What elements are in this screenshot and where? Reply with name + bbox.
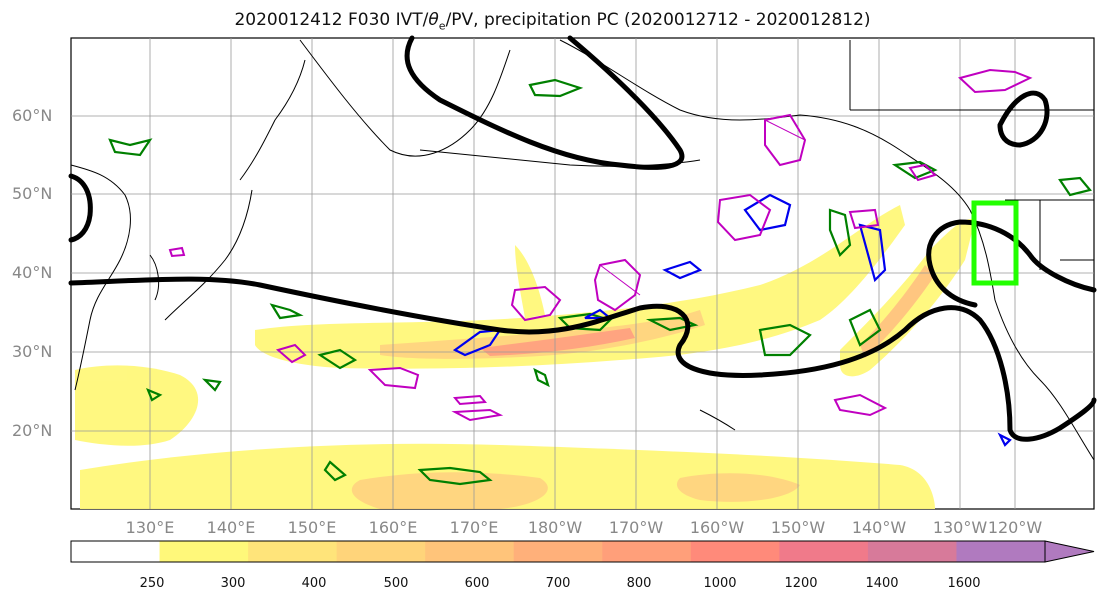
colorbar-swatch <box>779 541 869 562</box>
coast-na-west <box>899 149 1095 461</box>
ivt-plume <box>515 245 545 318</box>
lon-label-140w: 140°W <box>851 518 907 537</box>
ivt-south-west <box>75 365 199 446</box>
coast-hawaii <box>699 409 736 431</box>
ivt-south-core <box>351 472 548 509</box>
jet-eastern-loop <box>926 219 1097 308</box>
precip-contours <box>168 68 1033 422</box>
colorbar-label-250: 250 <box>139 576 165 591</box>
lon-label-120w: 120°W <box>987 518 1043 537</box>
ivt-south-core2 <box>676 473 800 502</box>
coast-canada-interior <box>849 40 1094 270</box>
coast-korea <box>149 254 160 301</box>
colorbar-swatch <box>159 541 249 562</box>
colorbar <box>70 540 1095 563</box>
ivt-band-north <box>255 205 905 369</box>
lon-label-170w: 170°W <box>608 518 664 537</box>
lon-label-130e: 130°E <box>125 518 175 537</box>
colorbar-label-400: 400 <box>301 576 327 591</box>
coast-alaska <box>559 39 901 151</box>
map-title: 2020012412 F030 IVT/θe/PV, precipitation… <box>234 10 871 33</box>
lon-label-130w: 130°W <box>932 518 988 537</box>
jet-asia-cutoff <box>68 173 93 243</box>
ivt-band-north-center <box>480 328 635 356</box>
coast-kamchatka <box>239 59 306 181</box>
lon-label-170e: 170°E <box>449 518 499 537</box>
lon-label-160w: 160°W <box>689 518 745 537</box>
colorbar-label-800: 800 <box>626 576 652 591</box>
jet-ne <box>997 90 1050 148</box>
lat-label-60n: 60°N <box>12 106 53 125</box>
coast-asia <box>70 164 131 391</box>
lon-label-180w: 180°W <box>527 518 583 537</box>
colorbar-label-1400: 1400 <box>865 576 899 591</box>
colorbar-label-700: 700 <box>545 576 571 591</box>
colorbar-swatches <box>71 541 1046 562</box>
lat-label-20n: 20°N <box>12 421 53 440</box>
colorbar-swatch <box>71 541 161 562</box>
lat-label-30n: 30°N <box>12 342 53 361</box>
colorbar-swatch <box>513 541 603 562</box>
colorbar-swatch <box>956 541 1046 562</box>
colorbar-label-500: 500 <box>383 576 409 591</box>
colorbar-label-1600: 1600 <box>947 576 981 591</box>
lon-label-150e: 150°E <box>287 518 337 537</box>
target-region-box <box>971 200 1019 286</box>
lon-label-160e: 160°E <box>368 518 418 537</box>
colorbar-swatch <box>867 541 957 562</box>
colorbar-extend-arrow <box>1044 540 1095 563</box>
graticule <box>71 38 1094 509</box>
colorbar-frame <box>70 540 1046 563</box>
colorbar-swatch <box>248 541 338 562</box>
colorbar-swatch <box>336 541 426 562</box>
coast-siberia <box>299 39 511 157</box>
colorbar-label-300: 300 <box>220 576 246 591</box>
colorbar-swatch <box>690 541 780 562</box>
colorbar-swatch <box>602 541 692 562</box>
colorbar-label-1000: 1000 <box>703 576 737 591</box>
colorbar-label-1200: 1200 <box>784 576 818 591</box>
lon-label-140e: 140°E <box>206 518 256 537</box>
jet-lines <box>68 35 1097 442</box>
coast-japan <box>164 189 253 321</box>
jet-arctic <box>404 35 685 170</box>
coast-aleutians <box>419 149 701 167</box>
jet-north-pacific <box>68 276 1097 442</box>
colorbar-swatch <box>425 541 515 562</box>
coastlines <box>70 39 1095 461</box>
lon-label-150w: 150°W <box>770 518 826 537</box>
lat-label-40n: 40°N <box>12 263 53 282</box>
lat-label-50n: 50°N <box>12 184 53 203</box>
pv-contours <box>452 193 1012 447</box>
colorbar-label-600: 600 <box>464 576 490 591</box>
